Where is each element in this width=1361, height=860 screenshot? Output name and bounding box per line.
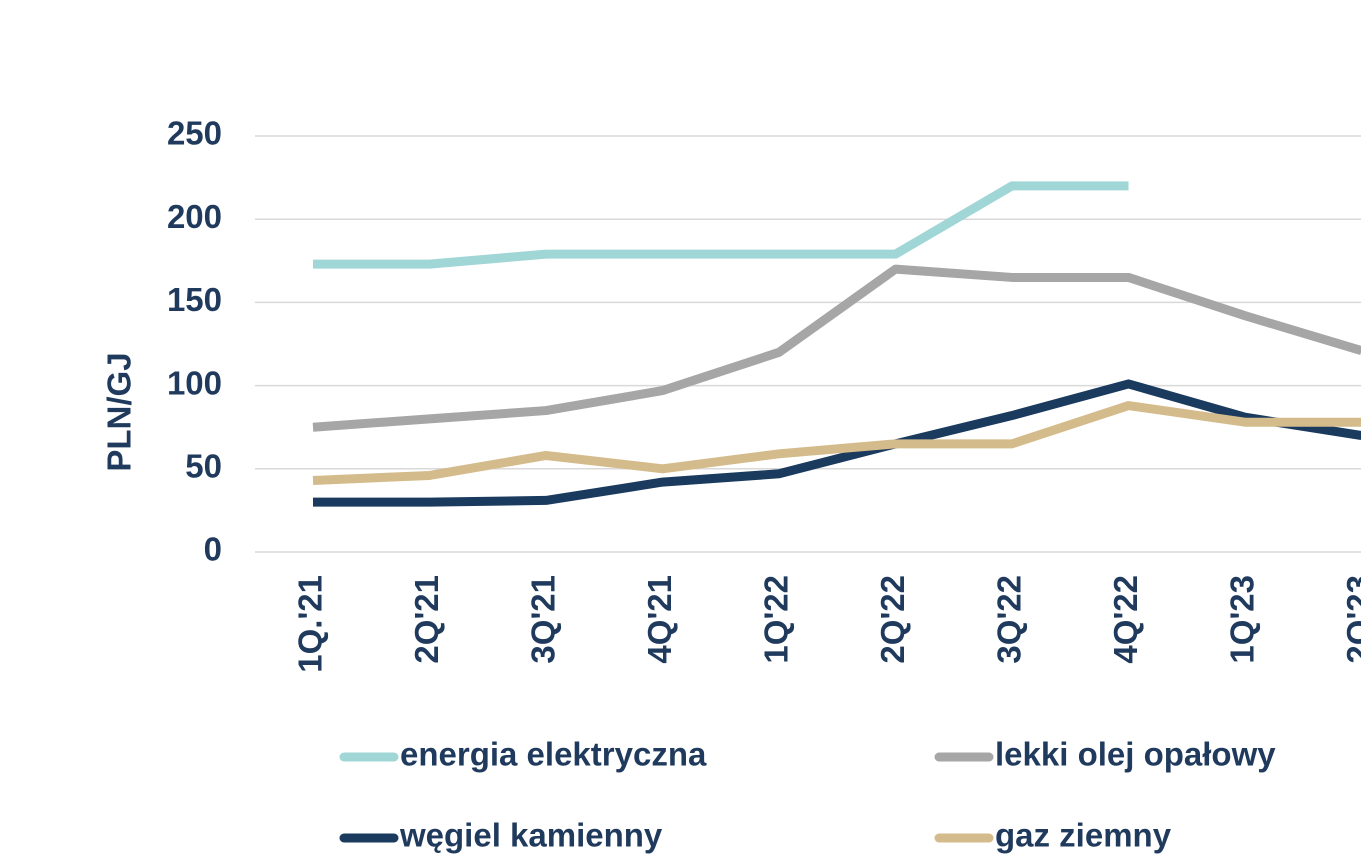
x-tick-label: 1Q.'21	[292, 575, 329, 673]
series-line	[312, 264, 1361, 432]
x-tick-label: 1Q'22	[758, 575, 795, 664]
legend-label: energia elektryczna	[400, 736, 707, 773]
x-tick-label: 2Q'23	[1340, 575, 1361, 664]
y-tick-label: 100	[167, 364, 222, 401]
legend-label: gaz ziemny	[995, 817, 1172, 854]
x-tick-label: 2Q'22	[874, 575, 911, 664]
x-tick-label: 3Q'22	[991, 575, 1028, 664]
series-line	[313, 181, 1129, 269]
x-tick-label: 2Q'21	[408, 575, 445, 664]
y-tick-label: 250	[167, 115, 222, 152]
legend-label: lekki olej opałowy	[995, 736, 1276, 773]
x-tick-label: 4Q'21	[641, 575, 678, 664]
y-tick-label: 0	[204, 531, 222, 568]
series-line	[313, 379, 1361, 507]
y-axis-label: PLN/GJ	[101, 352, 138, 471]
x-tick-label: 1Q'23	[1224, 575, 1261, 664]
legend-label: węgiel kamienny	[399, 817, 663, 854]
y-tick-label: 150	[167, 281, 222, 318]
x-tick-label: 4Q'22	[1107, 575, 1144, 664]
series-line	[312, 401, 1361, 485]
y-tick-label: 50	[185, 448, 222, 485]
x-tick-label: 3Q'21	[525, 575, 562, 664]
y-tick-label: 200	[167, 198, 222, 235]
